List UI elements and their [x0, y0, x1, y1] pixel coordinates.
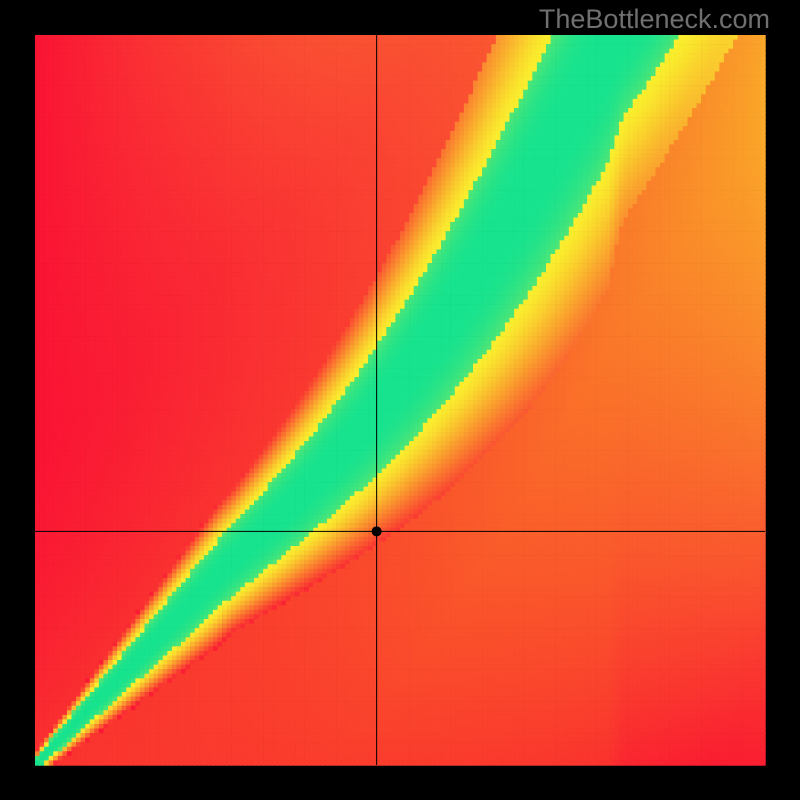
- chart-container: TheBottleneck.com: [0, 0, 800, 800]
- watermark-text: TheBottleneck.com: [539, 4, 770, 35]
- bottleneck-heatmap: [0, 0, 800, 800]
